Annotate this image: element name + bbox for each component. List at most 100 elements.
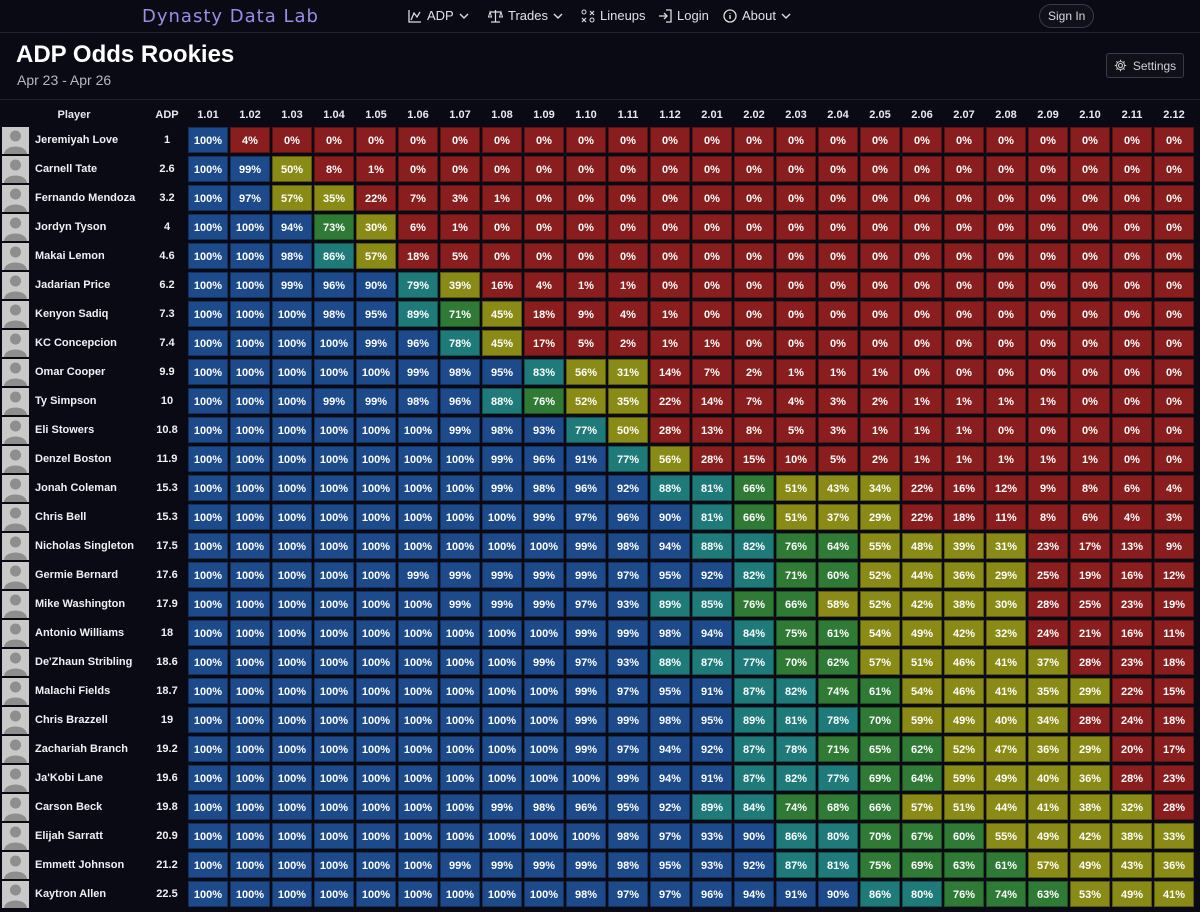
pick-column-header[interactable]: 1.03 — [281, 109, 303, 121]
odds-cell: 75% — [860, 852, 900, 878]
odds-cell: 47% — [986, 736, 1026, 762]
player-name[interactable]: Jadarian Price — [35, 279, 111, 291]
player-name[interactable]: Antonio Williams — [35, 627, 125, 639]
player-name[interactable]: Germie Bernard — [35, 569, 119, 581]
odds-cell: 11% — [986, 504, 1026, 530]
nav-lineups[interactable]: Lineups — [581, 8, 646, 23]
player-name[interactable]: Eli Stowers — [35, 424, 95, 436]
odds-cell: 8% — [734, 417, 774, 443]
player-name[interactable]: Jeremiyah Love — [35, 134, 119, 146]
pick-column-header[interactable]: 2.07 — [953, 109, 975, 121]
pick-column-header[interactable]: 2.11 — [1121, 109, 1143, 121]
player-name[interactable]: Carnell Tate — [35, 163, 98, 175]
odds-cell: 0% — [1070, 330, 1110, 356]
pick-column-header[interactable]: 1.10 — [575, 109, 597, 121]
pick-column-header[interactable]: 2.12 — [1163, 109, 1185, 121]
odds-cell: 0% — [986, 417, 1026, 443]
odds-cell: 1% — [440, 214, 480, 240]
nav-about[interactable]: About — [723, 8, 791, 23]
player-adp: 15.3 — [156, 511, 178, 523]
player-name[interactable]: Carson Beck — [35, 801, 103, 813]
pick-column-header[interactable]: 1.09 — [533, 109, 555, 121]
pick-column-header[interactable]: 1.01 — [197, 109, 219, 121]
player-name[interactable]: Emmett Johnson — [35, 859, 125, 871]
player-name[interactable]: Chris Brazzell — [35, 714, 108, 726]
player-name[interactable]: Mike Washington — [35, 598, 126, 610]
odds-cell: 97% — [650, 881, 690, 907]
pick-column-header[interactable]: 1.05 — [365, 109, 387, 121]
odds-cell: 96% — [524, 446, 564, 472]
odds-cell: 23% — [1112, 591, 1152, 617]
pick-column-header[interactable]: 2.05 — [869, 109, 891, 121]
player-name[interactable]: Fernando Mendoza — [35, 192, 136, 204]
nav-trades[interactable]: Trades — [488, 8, 563, 23]
pick-column-header[interactable]: 1.04 — [323, 109, 345, 121]
player-name[interactable]: Nicholas Singleton — [35, 540, 135, 552]
sign-in-button[interactable]: Sign In — [1039, 4, 1095, 28]
player-name[interactable]: Zachariah Branch — [35, 743, 128, 755]
odds-cell: 99% — [566, 736, 606, 762]
odds-cell: 54% — [860, 620, 900, 646]
player-avatar — [2, 214, 29, 241]
odds-cell: 100% — [440, 794, 480, 820]
player-name[interactable]: Jonah Coleman — [35, 482, 117, 494]
player-name[interactable]: De'Zhaun Stribling — [35, 656, 133, 668]
odds-cell: 100% — [272, 533, 312, 559]
pick-column-header[interactable]: 2.10 — [1079, 109, 1101, 121]
odds-cell: 39% — [944, 533, 984, 559]
player-name[interactable]: Makai Lemon — [35, 250, 105, 262]
player-name[interactable]: Elijah Sarratt — [35, 830, 103, 842]
player-name[interactable]: Omar Cooper — [35, 366, 106, 378]
odds-cell: 99% — [608, 707, 648, 733]
pick-column-header[interactable]: 1.11 — [617, 109, 639, 121]
player-name[interactable]: Ja'Kobi Lane — [35, 772, 104, 784]
odds-cell: 86% — [314, 243, 354, 269]
pick-column-header[interactable]: 1.08 — [491, 109, 513, 121]
odds-cell: 0% — [692, 272, 732, 298]
odds-cell: 91% — [776, 881, 816, 907]
odds-cell: 100% — [356, 446, 396, 472]
player-name[interactable]: Jordyn Tyson — [35, 221, 107, 233]
odds-cell: 1% — [608, 272, 648, 298]
odds-cell: 100% — [230, 794, 270, 820]
odds-cell: 81% — [692, 504, 732, 530]
player-name[interactable]: Ty Simpson — [35, 395, 97, 407]
player-name[interactable]: Denzel Boston — [35, 453, 112, 465]
pick-column-header[interactable]: 1.12 — [659, 109, 681, 121]
pick-column-header[interactable]: 2.03 — [785, 109, 807, 121]
settings-button[interactable]: Settings — [1106, 53, 1184, 78]
player-name[interactable]: Kaytron Allen — [35, 888, 107, 900]
odds-cell: 100% — [188, 649, 228, 675]
pick-column-header[interactable]: 2.06 — [911, 109, 933, 121]
pick-column-header[interactable]: 2.04 — [827, 109, 849, 121]
odds-cell: 0% — [986, 359, 1026, 385]
player-avatar — [2, 707, 29, 734]
player-name[interactable]: Kenyon Sadiq — [35, 308, 109, 320]
player-adp: 18.7 — [156, 685, 178, 697]
odds-cell: 54% — [902, 678, 942, 704]
player-name[interactable]: Chris Bell — [35, 511, 87, 523]
pick-column-header[interactable]: 2.09 — [1037, 109, 1059, 121]
odds-cell: 41% — [1154, 881, 1194, 907]
player-name[interactable]: Malachi Fields — [35, 685, 111, 697]
pick-column-header[interactable]: 1.07 — [449, 109, 471, 121]
pick-column-header[interactable]: 1.02 — [239, 109, 261, 121]
nav-adp[interactable]: ADP — [408, 8, 469, 23]
player-name[interactable]: KC Concepcion — [35, 337, 117, 349]
pick-column-header[interactable]: 2.02 — [743, 109, 765, 121]
player-avatar — [2, 562, 29, 589]
odds-cell: 71% — [440, 301, 480, 327]
pick-column-header[interactable]: 2.01 — [701, 109, 723, 121]
odds-cell: 0% — [776, 185, 816, 211]
pick-column-header[interactable]: 1.06 — [407, 109, 429, 121]
odds-cell: 99% — [398, 562, 438, 588]
odds-cell: 5% — [440, 243, 480, 269]
odds-cell: 100% — [398, 678, 438, 704]
player-avatar — [2, 678, 29, 705]
player-column-header[interactable]: Player — [57, 109, 91, 121]
odds-cell: 0% — [1154, 301, 1194, 327]
adp-column-header[interactable]: ADP — [155, 109, 179, 121]
brand-logo[interactable]: Dynasty Data Lab — [142, 6, 319, 27]
pick-column-header[interactable]: 2.08 — [995, 109, 1017, 121]
nav-login[interactable]: Login — [658, 8, 709, 23]
